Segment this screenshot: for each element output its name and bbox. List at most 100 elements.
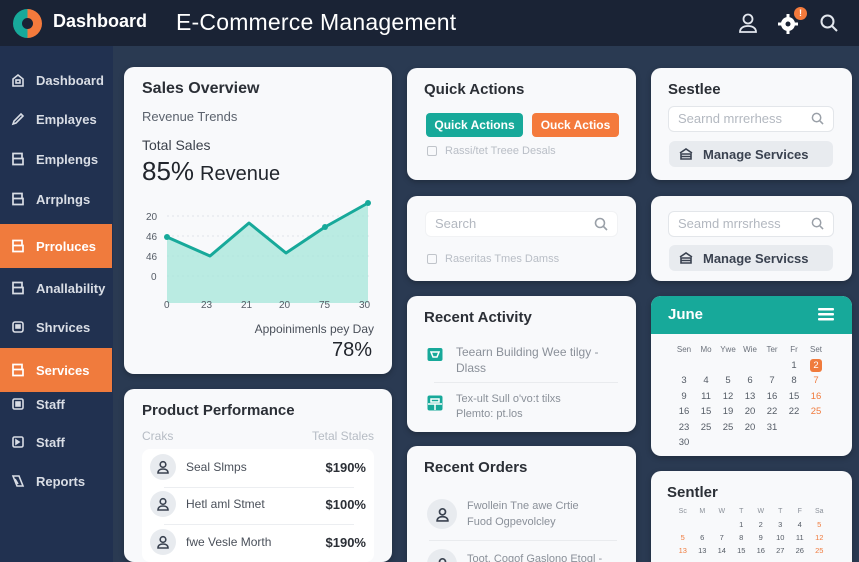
manage-services-button[interactable]: Manage Services	[669, 141, 833, 167]
calendar-day[interactable]: 11	[701, 390, 711, 402]
gear-icon[interactable]	[777, 12, 799, 34]
calendar-day[interactable]: 25	[722, 421, 734, 433]
calendar-day[interactable]: 26	[795, 546, 804, 555]
calendar-day[interactable]: 13	[744, 390, 756, 402]
calendar-day[interactable]: 25	[810, 406, 822, 417]
search-hint: Raseritas Tmes Damss	[427, 253, 559, 265]
calendar-day[interactable]: 22	[766, 406, 778, 417]
calendar-day[interactable]: 15	[737, 546, 746, 555]
sidebar-item-reports[interactable]: Reports	[0, 460, 112, 502]
calendar-day[interactable]: 13	[678, 546, 687, 555]
search-icon[interactable]	[594, 217, 608, 231]
quick-actions-button[interactable]: Quick Actions	[426, 113, 523, 137]
calendar-day[interactable]: 5	[725, 375, 731, 386]
sidebar-item-emplengs[interactable]: Emplengs	[0, 138, 112, 180]
calendar-day[interactable]: 12	[722, 390, 734, 402]
weekday-label: Sc	[678, 508, 687, 515]
divider	[164, 487, 354, 488]
calendar-day[interactable]: 1	[791, 359, 797, 371]
calendar-day[interactable]: 20	[744, 406, 756, 417]
activity-item[interactable]: Tex-ult Sull o'vo:t tilxs Plemto: pt.los	[427, 392, 627, 422]
calendar-day[interactable]: 30	[678, 437, 690, 448]
sidebar-item-anallability[interactable]: Anallability	[0, 267, 112, 309]
table-row[interactable]: Seal Slmps $190%	[150, 454, 366, 480]
appointments-label: Appoinimenls pey Day	[254, 322, 374, 336]
calendar-day[interactable]: 23	[678, 421, 690, 433]
calendar-day[interactable]: 6	[747, 375, 753, 386]
calendar-day[interactable]: 1	[739, 520, 744, 529]
calendar-day[interactable]: 3	[778, 520, 783, 529]
services-search-input[interactable]: Seamd mrrsrhess	[668, 211, 834, 237]
sidebar-item-staff[interactable]: Staff	[0, 383, 112, 425]
calendar-day[interactable]: 9	[681, 390, 687, 402]
calendar-day[interactable]: 2	[805, 358, 827, 374]
search-input[interactable]: Search	[425, 211, 618, 237]
sidebar-item-staff-2[interactable]: Staff	[0, 421, 112, 463]
sidebar-item-services[interactable]: Services	[0, 348, 112, 392]
services-search-input[interactable]: Searnd mrrerhess	[668, 106, 834, 132]
calendar-day[interactable]: 16	[766, 390, 778, 402]
calendar-day[interactable]: 7	[769, 375, 775, 386]
search-icon[interactable]	[818, 12, 840, 34]
logo-label[interactable]: Dashboard	[53, 11, 148, 31]
calendar-day[interactable]: 16	[810, 390, 822, 402]
calendar-day[interactable]: 6	[700, 533, 705, 542]
calendar-day[interactable]: 12	[815, 533, 824, 542]
calendar-day[interactable]: 9	[758, 533, 763, 542]
calendar-day[interactable]: 4	[797, 520, 802, 529]
calendar-empty	[761, 358, 783, 374]
order-item[interactable]: Toot. Cogof Gaslono Etoql -	[427, 549, 627, 562]
search-icon[interactable]	[811, 217, 824, 230]
svg-text:75: 75	[319, 300, 331, 311]
search-icon[interactable]	[811, 112, 824, 125]
sidebar-item-label: Dashboard	[36, 72, 104, 88]
calendar-day[interactable]: 7	[719, 533, 724, 542]
calendar-day[interactable]: 14	[717, 546, 726, 555]
sidebar-item-prroluces[interactable]: Prroluces	[0, 224, 112, 268]
calendar-day[interactable]: 5	[817, 520, 822, 529]
square-icon	[10, 396, 26, 412]
sidebar-item-emplayes[interactable]: Emplayes	[0, 98, 112, 140]
table-row[interactable]: Hetl aml Stmet $100%	[150, 491, 366, 517]
calendar-day[interactable]: 13	[698, 546, 707, 555]
calendar-day[interactable]: 10	[776, 533, 785, 542]
calendar-day[interactable]: 4	[703, 375, 709, 386]
calendar-day[interactable]: 19	[722, 406, 734, 417]
total-sales-value: 85%	[142, 156, 195, 186]
calendar-day[interactable]: 7	[813, 375, 819, 386]
total-sales-label: Total Sales	[142, 137, 211, 153]
calendar-day[interactable]: 8	[791, 375, 797, 386]
calendar-day[interactable]: 11	[795, 533, 804, 542]
calendar-day[interactable]: 27	[776, 546, 785, 555]
sidebar-item-dashboard[interactable]: Dashboard	[0, 59, 112, 101]
activity-item[interactable]: Teearn Building Wee tilgy - Dlass	[427, 344, 627, 376]
sidebar-item-shrvices[interactable]: Shrvices	[0, 306, 112, 348]
user-icon[interactable]	[737, 12, 759, 34]
menu-icon[interactable]	[818, 308, 834, 321]
secondary-action-button[interactable]: Ouck Actios	[532, 113, 619, 137]
calendar-day[interactable]: 31	[766, 421, 778, 433]
calendar-day[interactable]: 25	[700, 421, 712, 433]
calendar-day[interactable]: 3	[681, 375, 687, 386]
calendar-day[interactable]: 25	[815, 546, 824, 555]
calendar-day[interactable]: 8	[739, 533, 744, 542]
calendar-day[interactable]: 16	[756, 546, 765, 555]
quick-actions-hint: Rassi/tet Treee Desals	[427, 145, 556, 157]
calendar-empty	[805, 435, 827, 451]
calendar-day[interactable]: 15	[700, 406, 712, 417]
manage-services-button[interactable]: Manage Servicss	[669, 245, 833, 271]
order-item[interactable]: Fwollein Tne awe Crtie Fuod Ogpevolcley	[427, 498, 627, 530]
calendar-day[interactable]: 16	[678, 406, 690, 417]
calendar-day[interactable]: 20	[744, 421, 756, 433]
table-row[interactable]: fwe Vesle Morth $190%	[150, 529, 366, 555]
services-card-2: Seamd mrrsrhess Manage Servicss	[651, 196, 852, 281]
b-icon	[10, 280, 26, 296]
calendar-day[interactable]: 22	[788, 406, 800, 417]
calendar-card: June Sen Mo Ywe Wie Ter Fr Set 1 2 3 4 5 6 7 8 7 9 11 12 13…	[651, 296, 852, 456]
manage-services-label: Manage Servicss	[703, 250, 809, 266]
sidebar-item-arrplngs[interactable]: Arrplngs	[0, 178, 112, 220]
weekday-label: Mo	[700, 345, 712, 354]
calendar-day[interactable]: 15	[788, 390, 800, 402]
calendar-day[interactable]: 2	[758, 520, 763, 529]
calendar-day[interactable]: 5	[680, 533, 685, 542]
